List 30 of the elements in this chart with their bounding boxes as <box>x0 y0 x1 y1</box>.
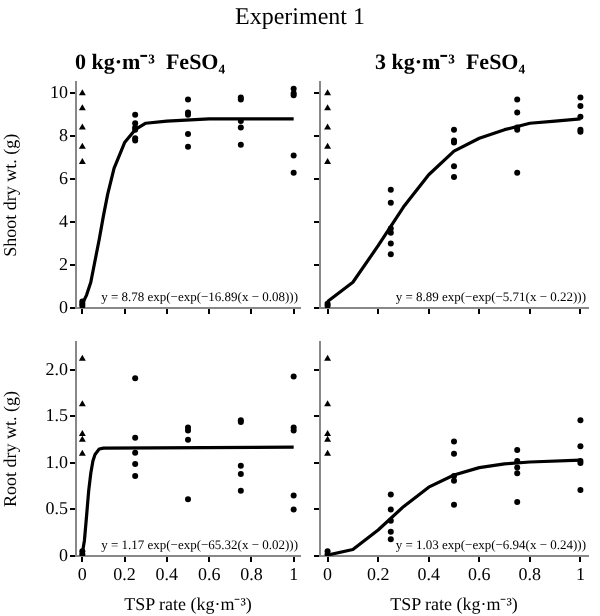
x-tick-label: 0.4 <box>417 563 441 584</box>
y-tick-label: 8 <box>59 124 69 145</box>
x-tick-label: 0.8 <box>240 563 264 584</box>
x-tick-label: 0.2 <box>366 563 390 584</box>
chart-title: Experiment 1 <box>233 0 367 32</box>
y-tick-label: 0 <box>59 296 69 317</box>
y-tick-label: 6 <box>59 167 69 188</box>
x-tick-label: 0.6 <box>468 563 492 584</box>
y-tick-label: 0 <box>59 544 69 565</box>
x-tick-label: 0.6 <box>197 563 222 584</box>
x-tick-label: 1 <box>575 563 585 584</box>
x-tick-label: 1 <box>289 563 299 584</box>
x-tick-label: 0.8 <box>518 563 543 584</box>
x-tick-label: 0 <box>77 563 88 584</box>
x-axis-title: TSP rate (kg·m⁻³) <box>124 593 252 614</box>
x-axis-title: TSP rate (kg·m⁻³) <box>390 593 518 614</box>
x-tick-label: 0.2 <box>113 563 136 584</box>
y-tick-label: 0.5 <box>45 498 69 519</box>
x-tick-label: 0 <box>323 563 334 584</box>
y-tick-label: 1.5 <box>45 405 69 426</box>
y-tick-label: 2.0 <box>45 358 69 379</box>
y-axis-title: Shoot dry wt. (g) <box>0 133 20 257</box>
x-tick-label: 0.4 <box>155 563 180 584</box>
chart-subtitle: 0 kg·m⁻³ FeSO₄ <box>74 50 227 75</box>
y-axis-title: Root dry wt. (g) <box>0 391 20 507</box>
chart-subtitle: 3 kg·m⁻³ FeSO₄ <box>374 50 527 75</box>
y-tick-label: 1.0 <box>45 451 69 472</box>
y-tick-label: 4 <box>59 210 69 231</box>
y-tick-label: 10 <box>50 81 69 102</box>
y-tick-label: 2 <box>59 253 68 274</box>
